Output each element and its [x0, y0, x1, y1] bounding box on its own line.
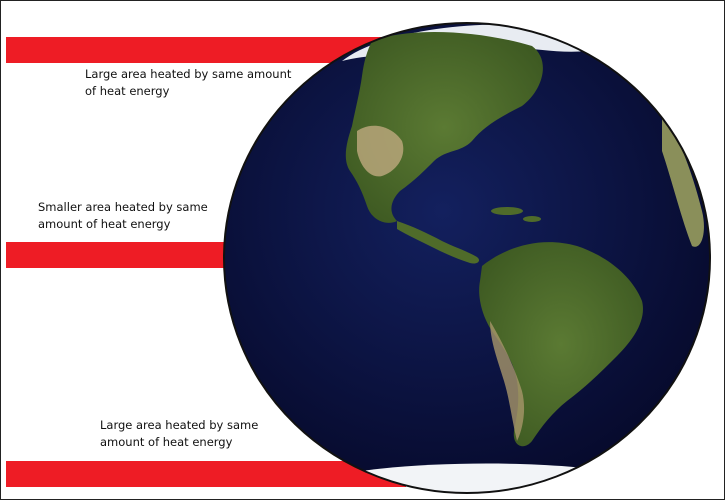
north-america-landmass [345, 31, 543, 223]
sunlight-beam-bottom [6, 461, 406, 487]
label-top-beam: Large area heated by same amount of heat… [85, 66, 295, 100]
right-edge-land [662, 116, 704, 247]
label-top-line1: Large area heated by same amount [85, 67, 292, 81]
south-america-andes [490, 321, 525, 441]
label-mid-line1: Smaller area heated by same [38, 200, 208, 214]
sunlight-beam-equator [6, 242, 231, 268]
label-equator-beam: Smaller area heated by same amount of he… [38, 199, 228, 233]
label-bottom-line1: Large area heated by same [100, 418, 259, 432]
central-america-landmass [397, 221, 480, 264]
north-america-desert [357, 125, 404, 177]
sunlight-beam-top [6, 37, 386, 63]
caribbean-island [523, 216, 541, 222]
label-mid-line2: amount of heat energy [38, 217, 171, 231]
earth-globe-icon [223, 22, 711, 494]
label-bottom-beam: Large area heated by same amount of heat… [100, 417, 300, 451]
caribbean-island [491, 207, 523, 215]
globe-outline [223, 22, 711, 494]
label-top-line2: of heat energy [85, 84, 170, 98]
label-bottom-line2: amount of heat energy [100, 435, 233, 449]
